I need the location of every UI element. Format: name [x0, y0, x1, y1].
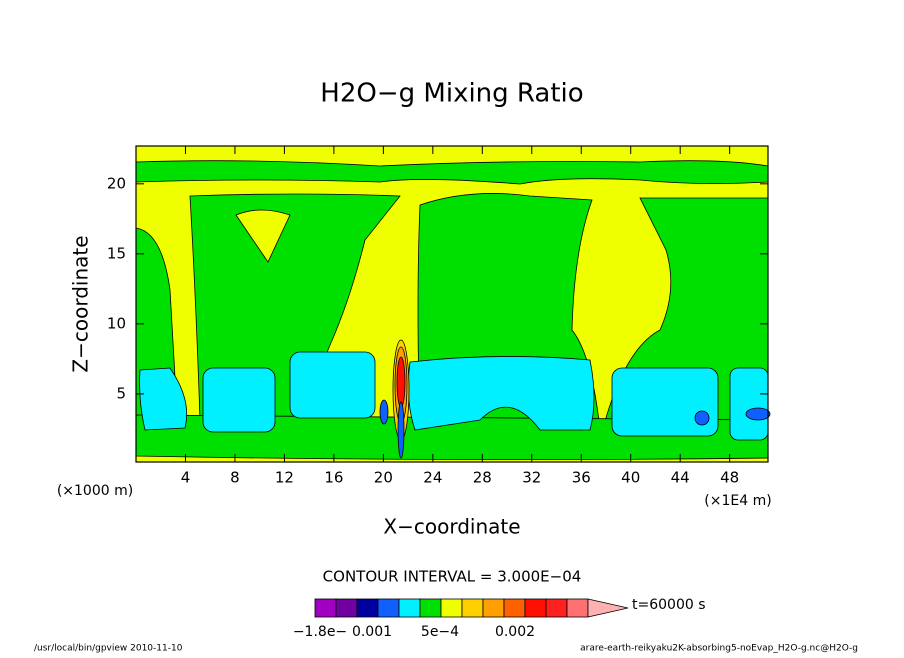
x-tick-label: 16 — [324, 469, 343, 487]
colorbar-swatch — [545, 598, 568, 618]
colorbar-swatch — [587, 598, 629, 618]
colorbar-label: −1.8e− — [293, 624, 347, 640]
colorbar-swatch — [524, 598, 547, 618]
colorbar-swatch — [440, 598, 463, 618]
contour-field — [135, 145, 771, 463]
x-tick-label: 44 — [671, 469, 690, 487]
colorbar-swatch — [377, 598, 400, 618]
footer-left: /usr/local/bin/gpview 2010-11-10 — [34, 644, 183, 654]
colorbar-swatch — [419, 598, 442, 618]
x-tick-label: 12 — [275, 469, 294, 487]
x-tick-label: 24 — [423, 469, 442, 487]
chart-title: H2O−g Mixing Ratio — [320, 79, 583, 109]
x-unit-left: (×1000 m) — [57, 483, 133, 499]
x-tick-label: 28 — [473, 469, 492, 487]
x-tick-label: 8 — [230, 469, 240, 487]
colorbar-swatch — [461, 598, 484, 618]
colorbar-swatch — [314, 598, 337, 618]
y-axis-label: Z−coordinate — [69, 235, 93, 372]
colorbar-swatch — [398, 598, 421, 618]
contour-interval: CONTOUR INTERVAL = 3.000E−04 — [323, 568, 582, 586]
x-axis-label: X−coordinate — [383, 515, 520, 539]
colorbar-swatch — [566, 598, 589, 618]
y-tick-label: 10 — [107, 314, 126, 332]
footer-right: arare-earth-reikyaku2K-absorbing5-noEvap… — [580, 644, 858, 654]
colorbar — [314, 598, 629, 618]
y-tick-label: 20 — [107, 174, 126, 192]
colorbar-swatch — [503, 598, 526, 618]
x-tick-label: 36 — [572, 469, 591, 487]
y-tick-label: 5 — [116, 384, 126, 402]
x-tick-label: 20 — [374, 469, 393, 487]
x-unit-right: (×1E4 m) — [704, 493, 771, 509]
colorbar-swatch — [335, 598, 358, 618]
x-tick-label: 48 — [720, 469, 739, 487]
colorbar-swatch — [356, 598, 379, 618]
colorbar-swatch — [482, 598, 505, 618]
x-tick-label: 40 — [621, 469, 640, 487]
colorbar-label: 0.002 — [495, 624, 535, 640]
colorbar-label: 5e−4 — [421, 624, 459, 640]
colorbar-label: 0.001 — [352, 624, 392, 640]
y-tick-label: 15 — [107, 244, 126, 262]
x-tick-label: 4 — [181, 469, 191, 487]
x-tick-label: 32 — [522, 469, 541, 487]
time-label: t=60000 s — [632, 597, 706, 613]
